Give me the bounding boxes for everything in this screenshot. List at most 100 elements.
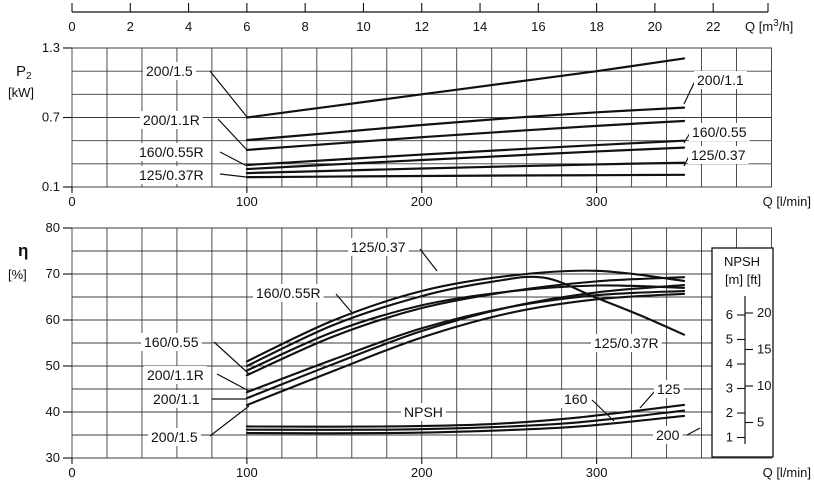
npsh-ft-tick-label: 20	[757, 305, 771, 320]
curve-125/0.37	[245, 161, 686, 175]
annotation-125/0.37: 125/0.37	[348, 238, 438, 272]
label-backdrop	[561, 390, 591, 408]
label-leader-line	[683, 80, 696, 105]
annotation-125/0.37R: 125/0.37R	[136, 166, 247, 184]
y-tick-label: 0.7	[42, 110, 60, 125]
curve-160/0.55R	[245, 284, 686, 372]
annotation-160/0.55R: 160/0.55R	[253, 284, 354, 315]
x-tick-label: 100	[236, 194, 258, 209]
annotation-200/1.1: 200/1.1	[683, 71, 747, 105]
curve-label: 200/1.1	[153, 391, 200, 407]
curve-200/1.1	[245, 106, 686, 142]
y-axis-title: P2	[16, 63, 32, 82]
ruler-tick-label: 18	[589, 19, 603, 34]
curve-125/0.37	[245, 269, 686, 363]
ruler-tick-label: 2	[127, 19, 134, 34]
curve-200/1.5	[245, 292, 686, 407]
curve-125/0.37R	[245, 173, 686, 179]
ruler-unit-label: Q [m3/h]	[745, 18, 793, 34]
label-backdrop	[141, 333, 202, 351]
annotation-125/0.37: 125/0.37	[683, 146, 749, 167]
ruler-tick-label: 12	[415, 19, 429, 34]
curve-label: 200/1.1R	[147, 367, 204, 383]
ruler-tick-label: 10	[356, 19, 370, 34]
npsh-panel-units: [m] [ft]	[725, 272, 761, 287]
x-tick-label: 300	[586, 194, 608, 209]
label-backdrop	[694, 71, 747, 89]
ruler-tick-label: 4	[185, 19, 192, 34]
annotation-200/1.1: 200/1.1	[150, 390, 246, 408]
label-leader-line	[335, 293, 354, 315]
annotation-NPSH: NPSH	[401, 403, 446, 421]
y-axis-title: η	[18, 241, 28, 260]
label-backdrop	[140, 111, 203, 129]
ruler-tick-label: 22	[706, 19, 720, 34]
curve-label: 160/0.55	[692, 124, 747, 140]
curve-label: 200/1.1R	[143, 112, 200, 128]
label-leader-line	[219, 173, 247, 178]
ruler-tick-label: 16	[531, 19, 545, 34]
npsh-ft-tick-label: 10	[757, 378, 771, 393]
npsh-m-tick-label: 2	[726, 405, 733, 420]
curve-200/1.1R	[245, 289, 686, 394]
x-axis-unit-label: Q [l/min]	[763, 465, 811, 480]
label-leader-line	[216, 373, 250, 392]
x-tick-label: 0	[68, 465, 75, 480]
curve-125/0.37R	[245, 275, 686, 368]
label-backdrop	[143, 62, 196, 80]
curve-200/1.1	[245, 283, 686, 400]
curve-label: 160/0.55R	[139, 144, 204, 160]
ruler-tick-label: 8	[302, 19, 309, 34]
npsh-m-tick-label: 3	[726, 381, 733, 396]
curve-label: 160/0.55	[144, 334, 199, 350]
npsh-m-tick-label: 4	[726, 356, 733, 371]
y-tick-label: 0.1	[42, 179, 60, 194]
label-leader-line	[213, 341, 250, 375]
label-backdrop	[150, 390, 203, 408]
ruler-tick-label: 0	[68, 19, 75, 34]
label-backdrop	[148, 428, 201, 446]
label-backdrop	[688, 146, 749, 164]
npsh-panel-box	[711, 247, 774, 458]
npsh-curve-200	[245, 414, 686, 435]
y-tick-label: 30	[46, 450, 60, 465]
annotation-200/1.1R: 200/1.1R	[140, 111, 248, 151]
flow-ruler: 0 2 4 6 8 10 12 14 16 18 20 22 Q [m3/h]	[68, 3, 793, 34]
curve-label: 200/1.5	[151, 429, 198, 445]
curve-200/1.1R	[245, 119, 686, 152]
label-leader-line	[217, 118, 248, 151]
label-backdrop	[136, 143, 207, 161]
npsh-ft-tick-label: 5	[757, 415, 764, 430]
x-tick-label: 100	[236, 465, 258, 480]
npsh-ft-tick-label: 15	[757, 342, 771, 357]
label-leader-line	[209, 70, 248, 118]
curve-160/0.55	[245, 139, 686, 167]
annotation-200/1.5: 200/1.5	[148, 405, 250, 446]
x-tick-label: 200	[411, 194, 433, 209]
ruler-tick-label: 20	[648, 19, 662, 34]
npsh-m-tick-label: 1	[726, 430, 733, 445]
label-backdrop	[136, 166, 207, 184]
label-backdrop	[144, 366, 207, 384]
y-tick-label: 50	[46, 358, 60, 373]
y-tick-label: 60	[46, 312, 60, 327]
curve-label: NPSH	[404, 404, 443, 420]
label-backdrop	[348, 238, 409, 256]
label-leader-line	[419, 248, 438, 272]
npsh-m-tick-label: 5	[726, 332, 733, 347]
label-leader-line	[219, 151, 248, 167]
curve-label: 125/0.37	[351, 239, 406, 255]
ruler-tick-label: 6	[243, 19, 250, 34]
annotation-160/0.55R: 160/0.55R	[136, 143, 248, 167]
curve-label: 125	[657, 381, 681, 397]
curve-label: 200/1.5	[146, 63, 193, 79]
label-backdrop	[253, 284, 324, 302]
label-backdrop	[591, 334, 662, 352]
p2-chart: 200/1.5 200/1.1R 160/0.55R 125/0.37R 200/1.1…	[8, 40, 811, 209]
annotation-200/1.1R: 200/1.1R	[144, 366, 250, 392]
annotation-160: 160	[561, 390, 615, 422]
label-leader-line	[639, 390, 656, 409]
label-backdrop	[654, 380, 684, 398]
